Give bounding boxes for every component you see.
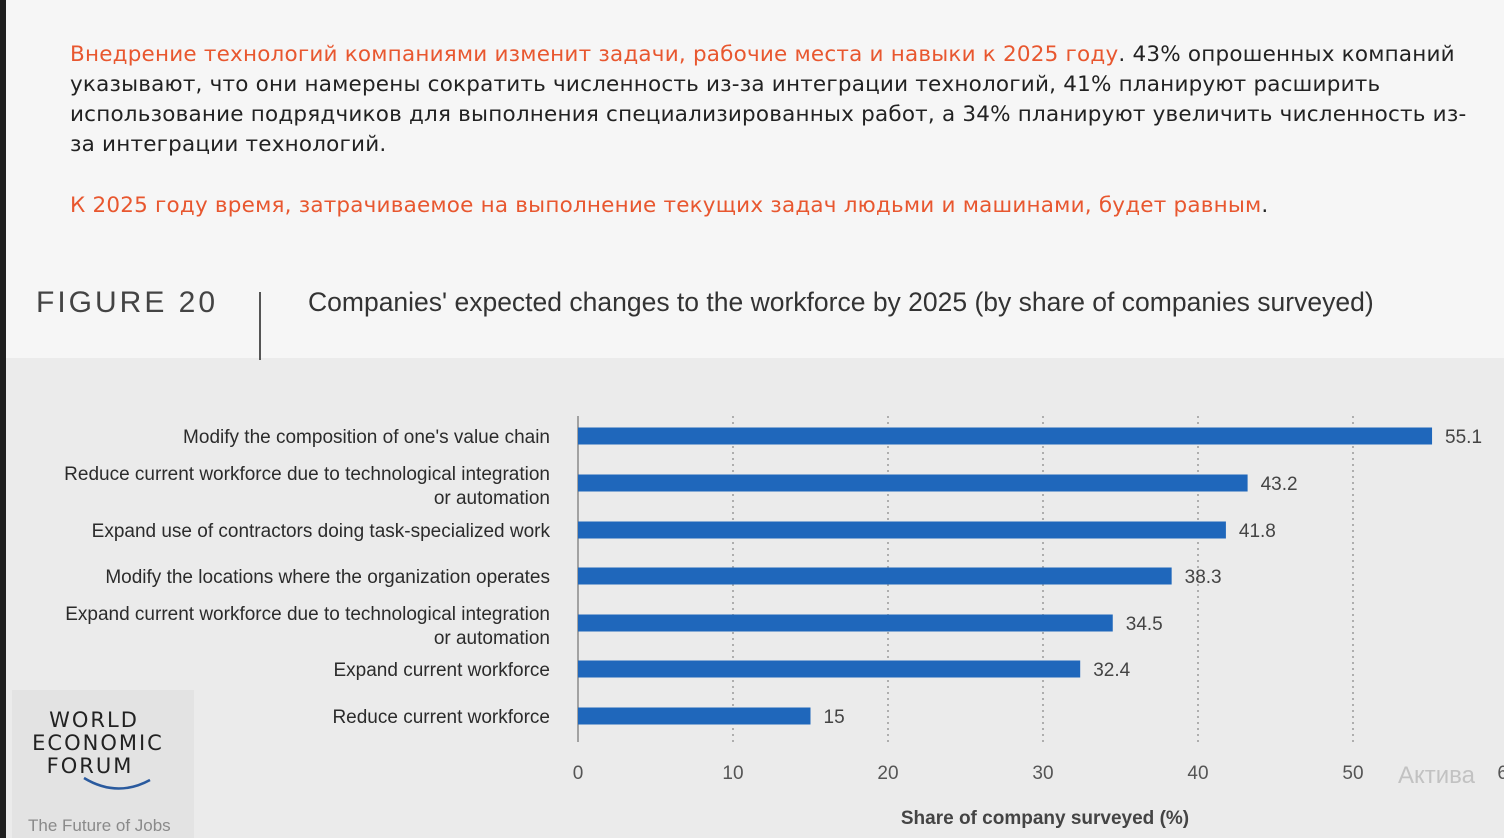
category-label-0: Modify the composition of one's value ch… xyxy=(183,427,550,448)
bar-1 xyxy=(578,474,1248,492)
logo-subtitle: The Future of Jobs xyxy=(28,816,171,835)
x-tick-label-60: 60 xyxy=(1497,763,1504,784)
left-edge xyxy=(0,0,6,838)
x-tick-label-40: 40 xyxy=(1187,763,1208,784)
logo-arc-icon xyxy=(83,776,151,790)
value-label-0: 55.1 xyxy=(1445,427,1482,448)
x-tick-label-50: 50 xyxy=(1342,763,1363,784)
category-label-3: Modify the locations where the organizat… xyxy=(105,567,550,588)
bar-5 xyxy=(578,660,1081,678)
category-label-1-line-1: or automation xyxy=(434,488,550,509)
text-panel xyxy=(6,0,1504,358)
intro-text-1: . 43% опрошенных компаний указывают, что… xyxy=(70,42,1467,157)
logo-line-world: WORLD xyxy=(49,708,139,732)
value-label-3: 38.3 xyxy=(1185,567,1222,588)
category-label-4-line-0: Expand current workforce due to technolo… xyxy=(65,604,550,625)
x-tick-label-0: 0 xyxy=(573,763,584,784)
intro-paragraph-2: К 2025 году время, затрачиваемое на выпо… xyxy=(70,191,1480,221)
x-tick-label-10: 10 xyxy=(722,763,743,784)
figure-title: Companies' expected changes to the workf… xyxy=(308,287,1374,317)
bar-3 xyxy=(578,567,1172,585)
category-label-4-line-1: or automation xyxy=(434,628,550,649)
intro-paragraph-1: Внедрение технологий компаниями изменит … xyxy=(70,40,1480,160)
value-label-4: 34.5 xyxy=(1126,614,1163,635)
bar-6 xyxy=(578,707,811,725)
x-axis-title: Share of company surveyed (%) xyxy=(901,808,1189,829)
category-label-6: Reduce current workforce xyxy=(332,707,550,728)
logo-line-forum: FORUM xyxy=(46,754,134,778)
intro-highlight-1: Внедрение технологий компаниями изменит … xyxy=(70,42,1119,67)
value-label-6: 15 xyxy=(824,707,845,728)
intro-highlight-2: К 2025 году время, затрачиваемое на выпо… xyxy=(70,193,1262,218)
logo-line-economic: ECONOMIC xyxy=(32,731,164,755)
category-label-5: Expand current workforce xyxy=(334,660,551,681)
x-tick-label-20: 20 xyxy=(877,763,898,784)
value-label-5: 32.4 xyxy=(1093,660,1130,681)
bar-4 xyxy=(578,614,1113,632)
value-label-2: 41.8 xyxy=(1239,521,1276,542)
category-label-2: Expand use of contractors doing task-spe… xyxy=(92,521,551,542)
bar-0 xyxy=(578,427,1433,445)
category-label-1-line-0: Reduce current workforce due to technolo… xyxy=(64,464,550,485)
intro-text-2: . xyxy=(1261,193,1269,218)
wef-logo: WORLD ECONOMIC FORUM The Future of Jobs xyxy=(12,690,194,838)
x-tick-label-30: 30 xyxy=(1032,763,1053,784)
figure-label: FIGURE 20 xyxy=(36,286,219,319)
value-label-1: 43.2 xyxy=(1261,474,1298,495)
activation-watermark: Актива xyxy=(1398,762,1476,789)
figure-divider xyxy=(259,292,261,360)
bar-2 xyxy=(578,521,1226,539)
